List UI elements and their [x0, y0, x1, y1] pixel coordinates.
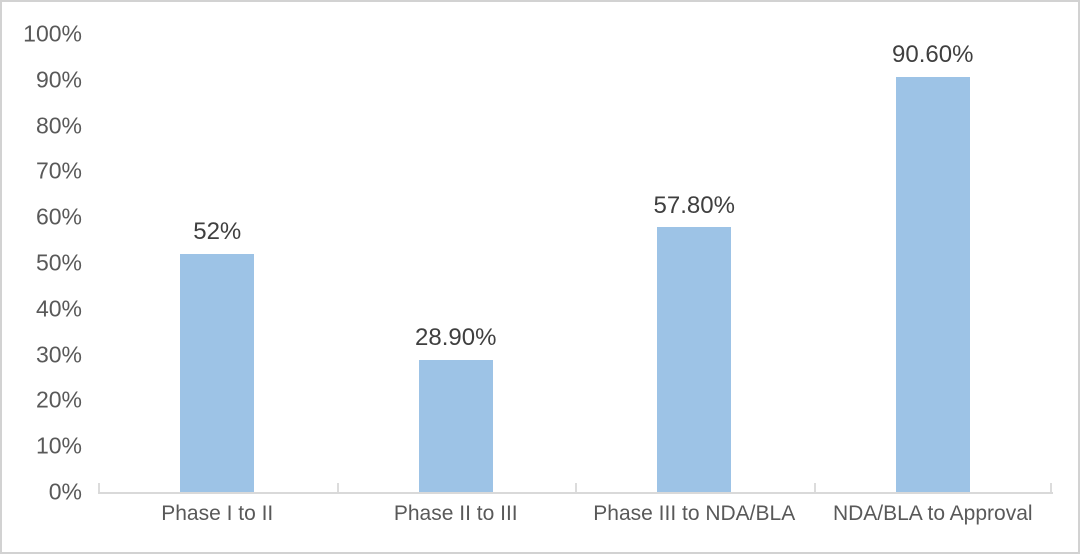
x-axis-label: Phase I to II	[161, 502, 274, 525]
x-axis-label: NDA/BLA to Approval	[832, 502, 1033, 525]
x-axis-tick	[575, 483, 577, 492]
x-axis: Phase I to II Phase II to III Phase III to…	[98, 502, 1052, 526]
bar-value-label: 57.80%	[653, 191, 735, 219]
bar-value-label: 90.60%	[892, 41, 974, 69]
y-axis-tick-label: 40%	[35, 295, 82, 322]
y-axis-tick-label: 20%	[35, 386, 82, 413]
bar-group: 52%	[98, 34, 337, 492]
x-axis-tick	[337, 483, 339, 492]
x-axis-tick	[98, 483, 100, 492]
y-axis-tick-label: 60%	[35, 203, 82, 230]
bar-value-label: 52%	[193, 218, 242, 246]
bar	[180, 253, 255, 492]
bar-group: 57.80%	[575, 34, 814, 492]
x-axis-label: Phase III to NDA/BLA	[593, 502, 796, 525]
y-axis-tick-label: 0%	[48, 478, 82, 505]
bar	[895, 77, 970, 492]
bar	[657, 227, 732, 492]
bar	[418, 359, 493, 492]
y-axis-tick-label: 70%	[35, 157, 82, 184]
x-axis-tick	[814, 483, 816, 492]
bar-group: 28.90%	[337, 34, 576, 492]
bar-value-label: 28.90%	[415, 324, 497, 352]
y-axis-tick-label: 90%	[35, 66, 82, 93]
y-axis-tick-label: 10%	[35, 432, 82, 459]
y-axis: 0% 10% 20% 30% 40% 50% 60% 70% 80% 90% 100%	[2, 2, 82, 552]
x-axis-line	[98, 492, 1053, 494]
plot-area: 52% 28.90% 57.80% 90.60%	[98, 34, 1052, 492]
y-axis-tick-label: 30%	[35, 341, 82, 368]
bar-group: 90.60%	[814, 34, 1053, 492]
y-axis-tick-label: 80%	[35, 112, 82, 139]
x-axis-tick	[1050, 483, 1052, 492]
y-axis-tick-label: 100%	[23, 20, 82, 47]
x-axis-label: Phase II to III	[393, 502, 518, 525]
y-axis-tick-label: 50%	[35, 249, 82, 276]
